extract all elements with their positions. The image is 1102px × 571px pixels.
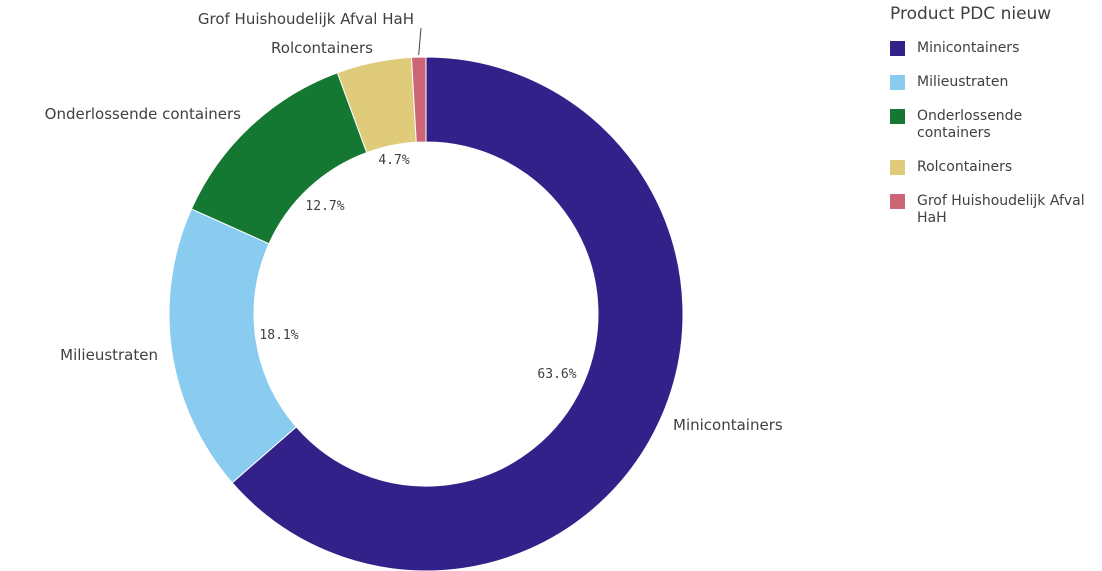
legend-swatch (890, 41, 905, 56)
value-label-milieustraten: 18.1% (259, 328, 298, 343)
slice-label-grof-huishoudelijk-afval-hah: Grof Huishoudelijk Afval HaH (198, 10, 414, 28)
legend-item-milieustraten[interactable]: Milieustraten (890, 74, 1100, 91)
value-label-minicontainers: 63.6% (537, 367, 576, 382)
legend-item-minicontainers[interactable]: Minicontainers (890, 40, 1100, 57)
leader-line-grof-huishoudelijk-afval (418, 27, 422, 56)
slice-label-onderlossende-containers: Onderlossende containers (45, 105, 242, 123)
legend-item-onderlossende-containers[interactable]: Onderlossende containers (890, 108, 1100, 142)
legend-title: Product PDC nieuw (890, 4, 1052, 24)
slice-minicontainers[interactable] (231, 56, 684, 571)
legend-swatch (890, 75, 905, 90)
value-label-onderlossende-containers: 12.7% (305, 199, 344, 214)
legend: Product PDC nieuw Minicontainers Milieus… (890, 4, 1100, 244)
legend-swatch (890, 194, 905, 209)
value-label-rolcontainers: 4.7% (378, 153, 409, 168)
legend-item-grof-huishoudelijk-afval[interactable]: Grof Huishoudelijk Afval HaH (890, 193, 1100, 227)
slice-label-minicontainers: Minicontainers (673, 416, 783, 434)
legend-swatch (890, 109, 905, 124)
slice-label-milieustraten: Milieustraten (60, 346, 158, 364)
legend-label: Milieustraten (917, 74, 1009, 90)
legend-label: Rolcontainers (917, 159, 1013, 175)
slice-label-rolcontainers: Rolcontainers (271, 39, 373, 57)
legend-label: Minicontainers (917, 40, 1020, 56)
slice-milieustraten[interactable] (168, 208, 297, 484)
legend-label: Grof Huishoudelijk Afval HaH (917, 193, 1085, 226)
donut-chart: Minicontainers 63.6% Milieustraten 18.1% Ond… (45, 10, 783, 571)
slice-onderlossende-containers[interactable] (190, 72, 368, 245)
slice-grof-huishoudelijk-afval-hah[interactable] (410, 56, 427, 143)
legend-item-rolcontainers[interactable]: Rolcontainers (890, 159, 1100, 176)
legend-label: Onderlossende containers (917, 108, 1023, 141)
legend-swatch (890, 160, 905, 175)
